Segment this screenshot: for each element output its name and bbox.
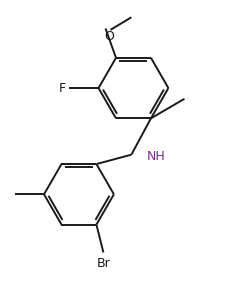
Text: Br: Br: [97, 257, 110, 270]
Text: F: F: [58, 82, 66, 94]
Text: NH: NH: [147, 149, 166, 163]
Text: O: O: [104, 30, 114, 43]
